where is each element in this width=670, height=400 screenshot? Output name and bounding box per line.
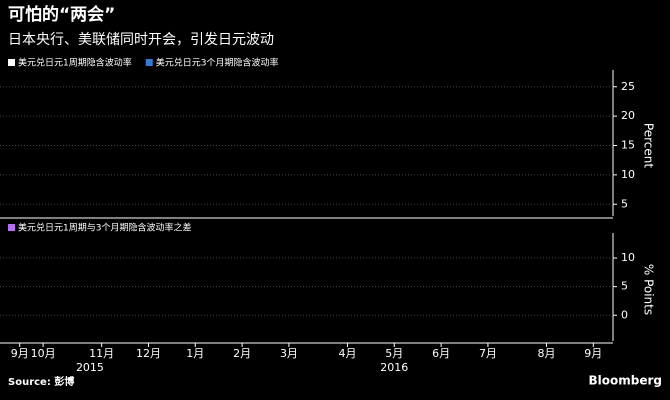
subtitle: 日本央行、美联储同时开会，引发日元波动 bbox=[8, 32, 274, 48]
x-tick-label: 1月 bbox=[186, 347, 204, 360]
x-tick-label: 8月 bbox=[537, 347, 555, 360]
y-tick-label: 10 bbox=[621, 251, 635, 264]
x-tick-label: 4月 bbox=[338, 347, 356, 360]
x-tick-label: 6月 bbox=[432, 347, 450, 360]
x-tick-label: 3月 bbox=[280, 347, 298, 360]
x-tick-label: 5月 bbox=[385, 347, 403, 360]
x-tick-label: 2月 bbox=[233, 347, 251, 360]
y-tick-label: 10 bbox=[621, 168, 635, 181]
x-tick-label: 10月 bbox=[31, 347, 56, 360]
x-year-label: 2016 bbox=[380, 361, 408, 374]
y-axis-label: Percent bbox=[642, 123, 656, 168]
x-tick-label: 9月 bbox=[584, 347, 602, 360]
source: Source: 彭博 bbox=[8, 375, 74, 388]
x-tick-label: 11月 bbox=[89, 347, 114, 360]
y-tick-label: 25 bbox=[621, 80, 635, 93]
brand: Bloomberg bbox=[589, 374, 663, 388]
title: 可怕的“两会” bbox=[8, 4, 115, 25]
y-axis-label: % Points bbox=[642, 264, 656, 315]
legend-label: 美元兑日元1周期与3个月期隐含波动率之差 bbox=[18, 222, 191, 234]
legend-label: 美元兑日元3个月期隐含波动率 bbox=[156, 57, 279, 69]
legend-label: 美元兑日元1周期隐含波动率 bbox=[18, 57, 132, 69]
y-tick-label: 0 bbox=[621, 308, 628, 321]
x-tick-label: 9月 bbox=[11, 347, 29, 360]
y-tick-label: 15 bbox=[621, 139, 635, 152]
legend-swatch bbox=[8, 59, 15, 66]
x-year-label: 2015 bbox=[76, 361, 104, 374]
x-tick-label: 12月 bbox=[136, 347, 161, 360]
legend-swatch bbox=[8, 224, 15, 231]
x-tick-label: 7月 bbox=[479, 347, 497, 360]
legend-swatch bbox=[145, 59, 153, 66]
y-tick-label: 5 bbox=[621, 197, 628, 210]
y-tick-label: 20 bbox=[621, 109, 635, 122]
y-tick-label: 5 bbox=[621, 280, 628, 293]
